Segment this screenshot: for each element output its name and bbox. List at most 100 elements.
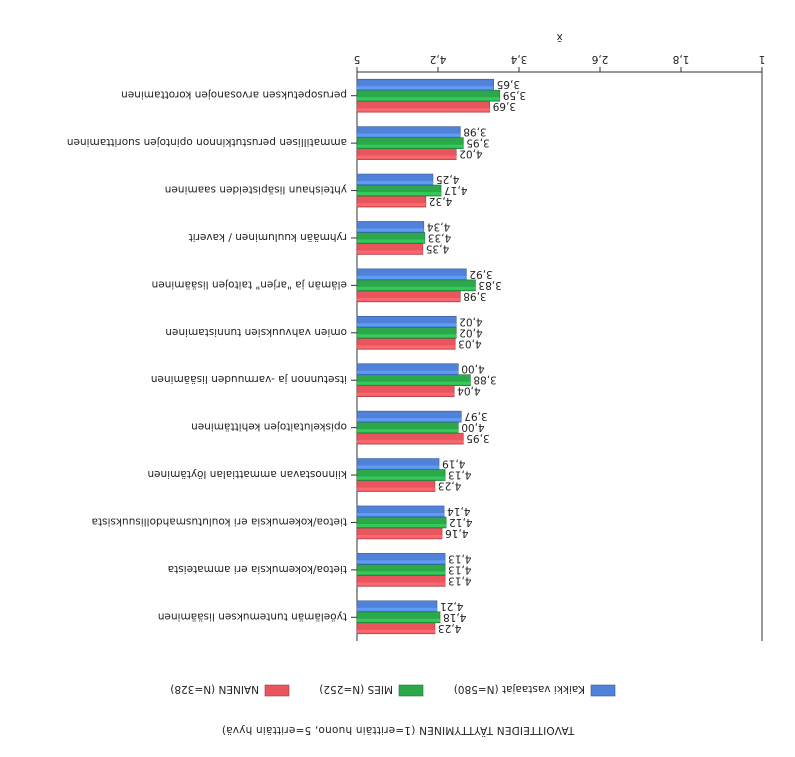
- bar-highlight: [357, 582, 446, 586]
- bar-highlight: [357, 618, 441, 622]
- bar: [356, 505, 445, 518]
- bar-highlight: [357, 345, 456, 349]
- data-label: 4,00: [461, 421, 484, 433]
- category-label: työelämän tuntemuksen lisääminen: [158, 610, 347, 622]
- bar-highlight: [357, 571, 446, 575]
- category-label: elämän ja "arjen" taitojen lisääminen: [152, 278, 347, 290]
- legend-swatch: [398, 684, 424, 697]
- bar-highlight: [357, 275, 467, 279]
- bar-highlight: [357, 370, 459, 374]
- bar-highlight: [357, 108, 490, 112]
- bar-highlight: [357, 607, 437, 611]
- bar: [356, 268, 467, 281]
- data-label: 4,32: [429, 195, 452, 207]
- category-label: opiskelutaitojen kehittäminen: [191, 421, 347, 433]
- bar: [356, 173, 434, 186]
- bar-highlight: [357, 97, 500, 101]
- bar: [356, 126, 461, 138]
- chart-legend: Kaikki vastaajat (N=580) MIES (N=252) NAIN…: [170, 683, 616, 697]
- data-label: 3,95: [466, 137, 489, 149]
- data-label: 3,88: [473, 374, 496, 386]
- category-label: omien vahvuuksien tunnistaminen: [165, 326, 347, 338]
- x-tick-label: 5: [354, 53, 361, 65]
- data-label: 4,33: [428, 231, 451, 243]
- bar-highlight: [357, 250, 423, 254]
- data-label: 4,19: [442, 458, 465, 470]
- data-label: 4,16: [445, 527, 469, 539]
- category-label: tietoa/kokemuksia eri koulutusmahdollisu…: [92, 515, 348, 527]
- data-label: 4,17: [444, 184, 467, 196]
- data-label: 4,13: [448, 563, 471, 575]
- data-label: 4,13: [448, 574, 471, 586]
- bar: [356, 458, 440, 470]
- x-tick-label: 1,8: [673, 53, 690, 65]
- data-label: 4,18: [443, 611, 466, 623]
- data-label: 4,21: [440, 600, 463, 612]
- data-label: 4,34: [427, 220, 451, 232]
- data-label: 4,00: [461, 363, 484, 375]
- data-label: 3,92: [469, 268, 492, 280]
- data-label: 4,02: [459, 326, 482, 338]
- category-label: perusopetuksen arvosanojen korottaminen: [121, 89, 347, 101]
- mean-symbol-label: x̄: [556, 31, 562, 43]
- bar-highlight: [357, 523, 447, 527]
- data-label: 4,13: [448, 469, 471, 481]
- bar-highlight: [357, 392, 455, 396]
- category-label: kiinnostavan ammattialan löytäminen: [147, 468, 347, 480]
- bar-highlight: [357, 228, 424, 232]
- data-label: 3,83: [478, 279, 501, 291]
- data-label: 3,69: [493, 100, 516, 112]
- data-label: 3,98: [463, 126, 486, 138]
- data-label: 4,25: [436, 173, 459, 185]
- category-label: tietoa/kokemuksia eri ammateista: [168, 563, 347, 575]
- chart-bars: 4,234,184,214,134,134,134,164,124,144,23…: [356, 78, 526, 635]
- category-label: ryhmään kuuluminen / kaverit: [189, 231, 347, 243]
- legend-label: MIES (N=252): [319, 683, 393, 695]
- bar-highlight: [357, 629, 435, 633]
- bar-highlight: [357, 286, 476, 290]
- bar-highlight: [357, 440, 464, 444]
- data-label: 3,98: [463, 290, 486, 302]
- bar: [356, 363, 459, 376]
- data-label: 4,14: [447, 505, 471, 517]
- bar-highlight: [357, 465, 440, 469]
- legend-label: NAINEN (N=328): [170, 683, 259, 695]
- legend-swatch: [590, 684, 616, 697]
- bar-highlight: [357, 323, 457, 327]
- data-label: 3,95: [466, 432, 489, 444]
- x-axis-title: TAVOITTEIDEN TÄYTTYMINEN (1=erittäin huo…: [222, 724, 576, 737]
- bar-highlight: [357, 560, 446, 564]
- data-label: 4,04: [457, 385, 481, 397]
- category-label: itsetunnon ja -varmuuden lisääminen: [151, 373, 347, 385]
- bar-highlight: [357, 133, 461, 137]
- x-tick-label: 4,2: [430, 53, 447, 65]
- data-label: 4,23: [438, 480, 461, 492]
- category-label: ammatillisen perustutkinnon opintojen su…: [67, 136, 347, 148]
- x-tick-label: 2,6: [591, 53, 608, 65]
- data-label: 4,13: [448, 552, 471, 564]
- bar-highlight: [357, 476, 446, 480]
- bar: [356, 78, 494, 91]
- data-label: 3,59: [503, 89, 526, 101]
- bar-highlight: [357, 155, 457, 159]
- bar: [356, 221, 425, 233]
- bar: [356, 315, 457, 328]
- bar-highlight: [357, 381, 471, 385]
- bar-highlight: [357, 512, 445, 516]
- bar-highlight: [357, 239, 425, 243]
- x-tick-label: 3,4: [510, 53, 527, 65]
- bar-highlight: [357, 534, 443, 538]
- data-label: 4,02: [459, 315, 482, 327]
- data-label: 4,35: [426, 242, 449, 254]
- bar-highlight: [357, 203, 426, 207]
- x-tick-label: 1: [759, 53, 766, 65]
- bar: [356, 600, 438, 613]
- bar-highlight: [357, 487, 435, 491]
- bar-highlight: [357, 429, 459, 433]
- bar-highlight: [357, 418, 462, 422]
- bar-highlight: [357, 181, 433, 185]
- data-label: 3,65: [497, 78, 520, 90]
